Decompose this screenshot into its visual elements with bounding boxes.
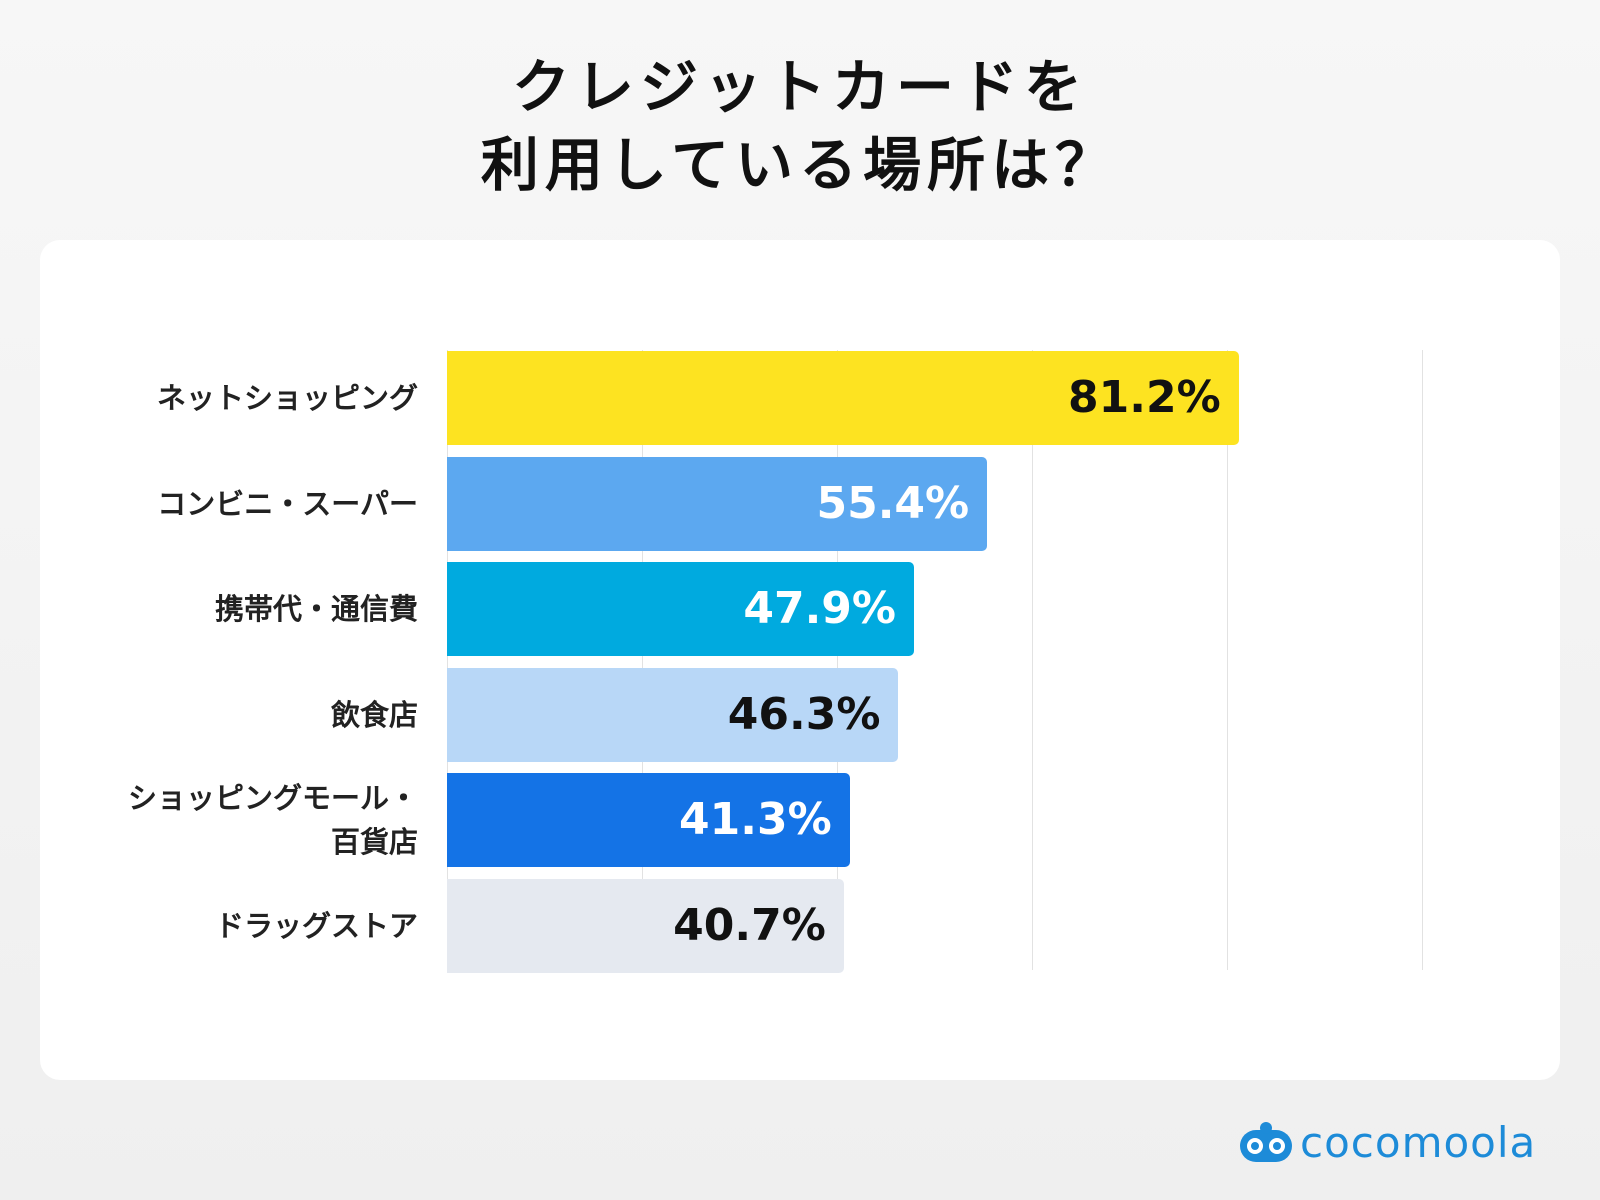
grid-line <box>1227 350 1228 970</box>
value-label: 81.2% <box>1068 372 1221 423</box>
value-label: 47.9% <box>743 583 897 634</box>
bar <box>447 456 988 551</box>
y-tick-label: コンビニ・スーパー <box>157 486 418 521</box>
bar <box>447 351 1239 445</box>
bar <box>447 562 915 656</box>
grid-line <box>1422 350 1423 970</box>
value-label: 41.3% <box>679 794 832 845</box>
logo-icon <box>1240 1122 1292 1162</box>
grid-line <box>1032 350 1033 970</box>
grid-line <box>447 350 448 970</box>
y-tick-label: 携帯代・通信費 <box>214 592 418 626</box>
chart-title: クレジットカードを 利用している場所は？ <box>480 53 1120 199</box>
grid-line <box>642 350 643 970</box>
bar <box>447 878 844 973</box>
value-label: 40.7% <box>673 899 826 951</box>
value-label: 46.3% <box>727 688 881 740</box>
value-label: 55.4% <box>816 477 970 529</box>
y-tick-label: ネットショッピング <box>156 381 418 415</box>
bar <box>447 667 899 762</box>
y-tick-label: ドラッグストア <box>214 908 418 943</box>
y-tick-label: ショッピングモール・ 百貨店 <box>127 781 418 859</box>
grid-line <box>837 350 838 970</box>
bar <box>447 773 850 867</box>
y-tick-label: 飲食店 <box>330 697 418 732</box>
logo-text: cocomoola <box>1300 1118 1537 1167</box>
